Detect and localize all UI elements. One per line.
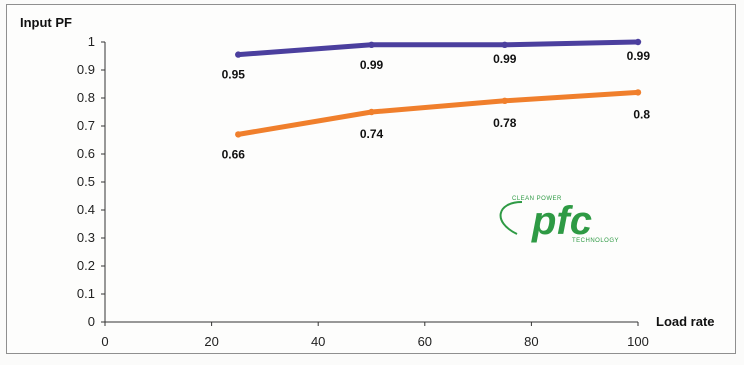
series-1-point	[235, 51, 242, 58]
series-2-point	[235, 131, 242, 138]
x-tick-label: 100	[627, 334, 649, 349]
axes: 0 0.1 0.2 0.3 0.4 0.5 0.6 0.7 0.8 0.9 1 0 20 40 60 80 10…	[77, 34, 649, 349]
y-tick-label: 0.4	[77, 202, 95, 217]
y-tick-label: 1	[88, 34, 95, 49]
series-2-point	[368, 108, 375, 116]
x-axis-title: Load rate	[656, 314, 715, 329]
y-tick-label: 0.2	[77, 258, 95, 273]
series-layer	[235, 38, 642, 138]
y-tick-label: 0.9	[77, 62, 95, 77]
series-1-data-label: 0.99	[360, 58, 384, 72]
logo-top-text: CLEAN POWER	[512, 196, 562, 202]
series-1-data-label: 0.99	[493, 52, 517, 66]
y-tick-label: 0.1	[77, 286, 95, 301]
x-tick-label: 80	[524, 334, 538, 349]
x-tick-label: 0	[101, 334, 108, 349]
x-tick-label: 60	[418, 334, 432, 349]
data-labels-layer: 0.95 0.99 0.99 0.99 0.66 0.74 0.78 0.8	[222, 49, 651, 161]
y-tick-label: 0	[88, 314, 95, 329]
y-axis-title: Input PF	[20, 15, 72, 30]
y-tick-label: 0.7	[77, 118, 95, 133]
series-1-line	[235, 39, 641, 58]
chart-panel	[6, 4, 736, 354]
logo-text: pfc	[531, 199, 592, 243]
pfc-logo: CLEAN POWER pfc TECHNOLOGY	[499, 196, 619, 244]
y-tick-label: 0.5	[77, 174, 95, 189]
series-1-point	[501, 41, 508, 48]
series-2-data-label: 0.78	[493, 116, 517, 130]
series-2-data-label: 0.66	[222, 147, 246, 161]
x-tick-label: 40	[311, 334, 325, 349]
series-2-line	[235, 89, 641, 137]
series-1-point	[634, 38, 642, 46]
series-2-point	[634, 89, 642, 96]
series-1-data-label: 0.95	[222, 68, 246, 82]
series-2-point	[501, 97, 508, 105]
series-2-data-label: 0.8	[633, 107, 650, 121]
series-1-point	[368, 41, 375, 48]
logo-bottom-text: TECHNOLOGY	[572, 238, 619, 244]
series-2-data-label: 0.74	[360, 127, 384, 141]
x-tick-label: 20	[204, 334, 218, 349]
y-tick-label: 0.6	[77, 146, 95, 161]
y-tick-label: 0.3	[77, 230, 95, 245]
y-tick-label: 0.8	[77, 90, 95, 105]
series-1-data-label: 0.99	[627, 49, 651, 63]
logo-swoosh-icon	[499, 201, 523, 235]
